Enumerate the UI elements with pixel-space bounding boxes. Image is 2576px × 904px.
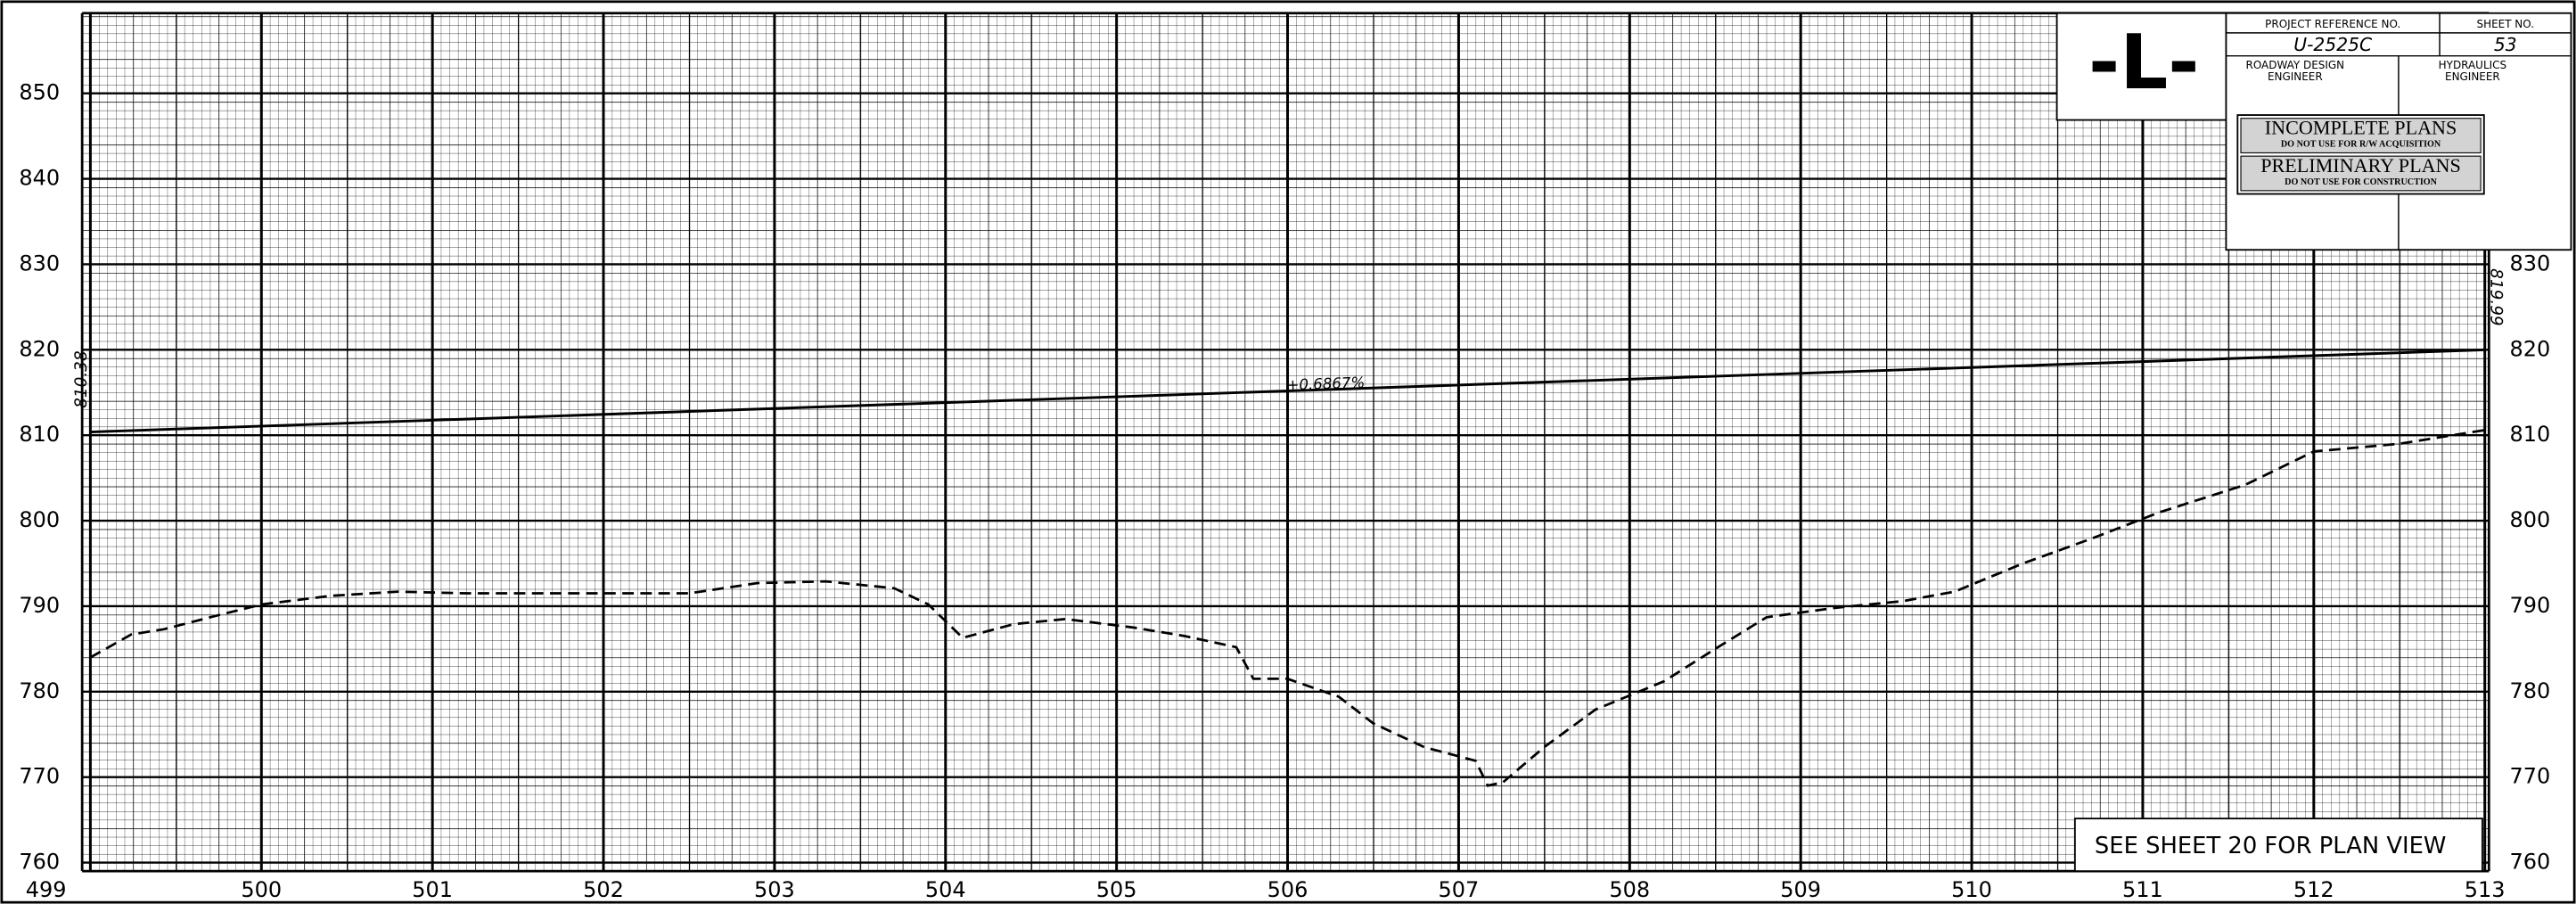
reference-label: PROJECT REFERENCE NO.	[2265, 18, 2400, 30]
y-tick-label: 790	[19, 593, 60, 618]
grade-line	[90, 348, 2485, 434]
sheet-label: SHEET NO.	[2476, 18, 2534, 30]
y-tick-label: 850	[19, 80, 60, 105]
roadway-engineer: ENGINEER	[2268, 70, 2323, 83]
y-tick-label: 800	[19, 507, 60, 532]
x-tick-label: 503	[754, 877, 795, 902]
y-tick-label: 770	[19, 764, 60, 789]
hydraulics-engineer: HYDRAULICS	[2439, 59, 2506, 71]
start-elevation-label: 810.38	[72, 350, 91, 407]
x-tick-label: 509	[1780, 877, 1821, 902]
y-tick-label-right: 770	[2510, 764, 2551, 789]
y-tick-label: 820	[19, 336, 60, 361]
x-tick-label: 505	[1096, 877, 1137, 902]
y-tick-label-right: 800	[2510, 507, 2551, 532]
y-tick-label: 830	[19, 251, 60, 275]
x-tick-label: 506	[1267, 877, 1309, 902]
x-tick-label: 502	[583, 877, 624, 902]
x-tick-label: 512	[2293, 877, 2334, 902]
y-tick-label-right: 810	[2510, 422, 2551, 447]
y-tick-label-right: 780	[2510, 678, 2551, 703]
x-tick-label: 504	[925, 877, 966, 902]
y-tick-label: 810	[19, 422, 60, 447]
grade-label: +0.6867%	[1286, 374, 1365, 393]
stamp-title: PRELIMINARY PLANS	[2260, 154, 2461, 177]
hydraulics-engineer: ENGINEER	[2445, 70, 2500, 83]
y-tick-label: 840	[19, 166, 60, 191]
stamp	[2240, 118, 2482, 154]
x-tick-label: 508	[1609, 877, 1650, 902]
y-tick-label-right: 830	[2510, 251, 2551, 275]
x-tick-label: 510	[1951, 877, 1992, 902]
stamp-note: DO NOT USE FOR R/W ACQUISITION	[2281, 140, 2441, 150]
stamp	[2240, 155, 2482, 192]
y-tick-label: 760	[19, 850, 60, 875]
stamp-title: INCOMPLETE PLANS	[2265, 117, 2457, 139]
x-tick-label: 507	[1439, 877, 1480, 902]
y-tick-label: 780	[19, 678, 60, 703]
sheet-number: 53	[2494, 34, 2517, 55]
y-tick-label-right: 790	[2510, 593, 2551, 618]
x-tick-label: 511	[2122, 877, 2163, 902]
note-frame	[2073, 818, 2483, 873]
roadway-engineer: ROADWAY DESIGN	[2246, 59, 2345, 71]
y-tick-label-right: 760	[2510, 850, 2551, 875]
y-tick-label-right: 820	[2510, 336, 2551, 361]
grid-paper	[82, 12, 2490, 872]
x-tick-label: 500	[241, 877, 282, 902]
ground-profile	[89, 429, 2485, 787]
stamp-note: DO NOT USE FOR CONSTRUCTION	[2285, 177, 2438, 187]
alignment-label: -L-	[2088, 18, 2199, 106]
end-elevation-label: 819.99	[2487, 268, 2506, 325]
plot	[82, 12, 2490, 872]
reference-number: U-2525C	[2293, 34, 2373, 55]
note-box: SEE SHEET 20 FOR PLAN VIEW	[2073, 818, 2483, 873]
title-block: -L- PROJECT REFERENCE NO. SHEET NO. U-25…	[2055, 12, 2572, 251]
note: SEE SHEET 20 FOR PLAN VIEW	[2095, 833, 2446, 859]
x-tick-label: 513	[2465, 877, 2506, 902]
x-tick-label: 501	[412, 877, 453, 902]
x-tick-label: 499	[26, 877, 67, 902]
half-station-grid	[82, 12, 2490, 872]
